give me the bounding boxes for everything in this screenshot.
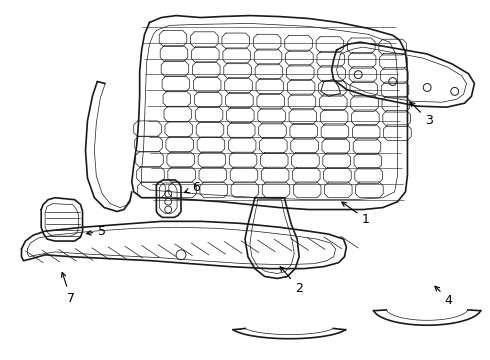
- Text: 2: 2: [280, 267, 303, 295]
- Text: 3: 3: [410, 102, 433, 127]
- Circle shape: [354, 71, 362, 78]
- Circle shape: [451, 87, 459, 95]
- Circle shape: [423, 84, 431, 91]
- Circle shape: [165, 206, 172, 213]
- Text: 7: 7: [61, 273, 75, 305]
- Circle shape: [389, 78, 396, 85]
- Text: 6: 6: [185, 181, 200, 194]
- Text: 4: 4: [435, 286, 453, 307]
- Text: 5: 5: [87, 225, 106, 238]
- Circle shape: [165, 190, 172, 197]
- Circle shape: [165, 198, 172, 205]
- Circle shape: [176, 250, 186, 260]
- Text: 1: 1: [342, 202, 370, 226]
